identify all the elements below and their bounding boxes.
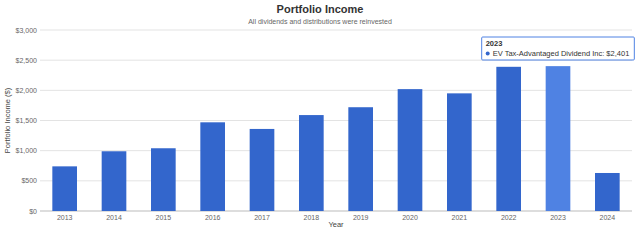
x-tick-label: 2024 [600, 214, 616, 221]
grid-line [40, 211, 632, 212]
x-axis-title: Year [328, 220, 344, 229]
x-tick-label: 2021 [452, 214, 468, 221]
subtitle: All dividends and distributions were rei… [248, 18, 392, 25]
grid-line [40, 120, 632, 121]
tooltip: 2023EV Tax-Advantaged Dividend Inc: $2,4… [482, 37, 635, 60]
y-tick-label: $500 [21, 177, 37, 184]
y-tick-label: $3,000 [16, 27, 38, 34]
tooltip-title: 2023 [486, 39, 503, 48]
chart-container: Portfolio Income All dividends and distri… [0, 0, 640, 230]
bar [151, 148, 176, 211]
bar [447, 93, 472, 211]
y-tick-label: $2,000 [16, 87, 38, 94]
bar [348, 107, 373, 211]
x-tick-label: 2020 [402, 214, 418, 221]
tooltip-text: EV Tax-Advantaged Dividend Inc: $2,401 [493, 49, 630, 58]
bar [102, 151, 127, 211]
bar [250, 129, 275, 211]
x-tick-label: 2018 [304, 214, 320, 221]
grid-line [40, 180, 632, 181]
chart-svg: Portfolio Income All dividends and distri… [0, 0, 640, 230]
y-tick-label: $0 [29, 208, 37, 215]
bar [398, 89, 423, 211]
x-tick-label: 2015 [156, 214, 172, 221]
x-tick-label: 2014 [106, 214, 122, 221]
grid-line [40, 150, 632, 151]
tooltip-dot [486, 52, 490, 56]
bar [546, 66, 571, 211]
x-tick-label: 2016 [205, 214, 221, 221]
bar [52, 166, 77, 211]
y-axis-title: Portfolio Income ($) [3, 87, 12, 153]
grid-line [40, 90, 632, 91]
x-tick-label: 2023 [550, 214, 566, 221]
x-tick-label: 2013 [57, 214, 73, 221]
title: Portfolio Income [277, 3, 364, 15]
bars [52, 66, 619, 211]
grid [40, 30, 632, 211]
grid-line [40, 30, 632, 31]
y-tick-label: $1,000 [16, 147, 38, 154]
bar [200, 122, 225, 211]
x-tick-label: 2017 [254, 214, 270, 221]
bar [595, 173, 620, 211]
x-tick-label: 2019 [353, 214, 369, 221]
y-tick-label: $2,500 [16, 57, 38, 64]
bar [496, 67, 521, 211]
y-tick-label: $1,500 [16, 117, 38, 124]
tooltip-box [482, 37, 635, 60]
bar [299, 115, 324, 211]
x-tick-label: 2022 [501, 214, 517, 221]
